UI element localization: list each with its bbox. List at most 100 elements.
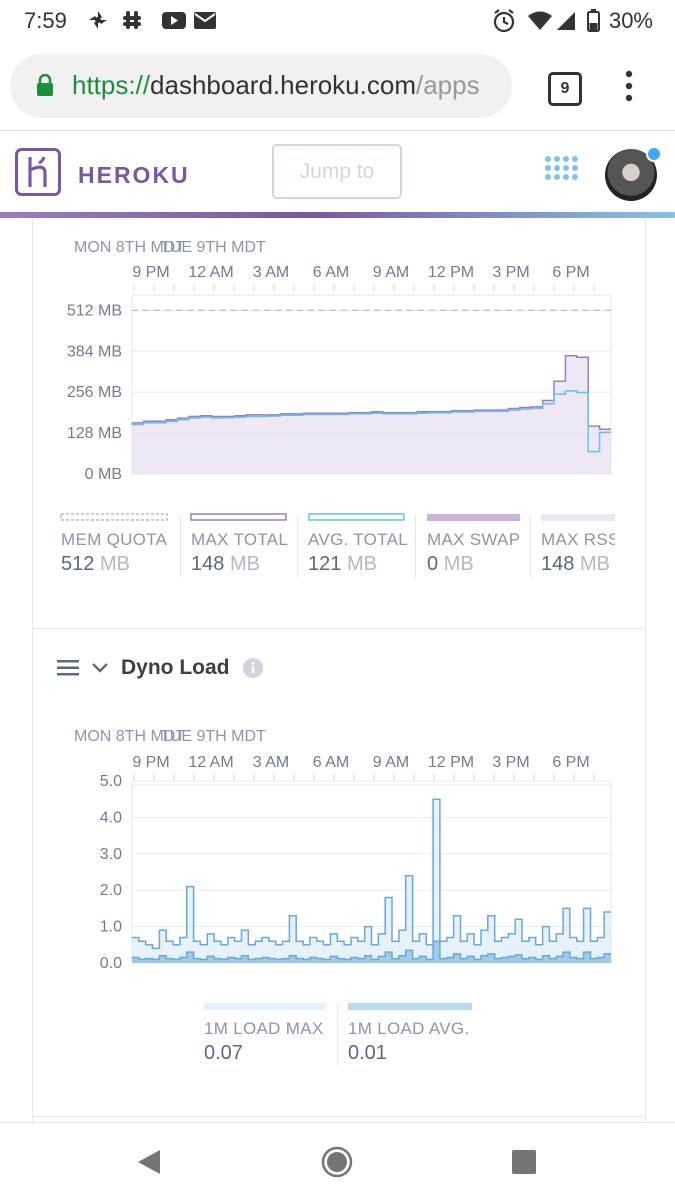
back-icon[interactable] — [136, 1148, 162, 1176]
x-tick-label: 9 AM — [373, 264, 409, 281]
x-tick-label: 9 AM — [373, 754, 409, 771]
overflow-menu-icon[interactable] — [622, 70, 636, 102]
home-icon[interactable] — [321, 1146, 353, 1178]
y-tick-label: 0 MB — [85, 466, 122, 483]
legend-value-max-rss: 148 MB — [541, 553, 610, 575]
legend-label-load-max: 1M LOAD MAX — [204, 1019, 324, 1038]
x-tick-label: 6 PM — [552, 264, 589, 281]
x-tick-label: 6 AM — [313, 264, 349, 281]
lock-icon — [37, 74, 53, 96]
battery-icon — [587, 9, 600, 32]
chrome-divider — [0, 130, 675, 131]
swatch-avg-total — [308, 513, 405, 521]
notification-icons — [89, 11, 216, 29]
legend-label-max-rss: MAX RSS — [541, 530, 615, 549]
section-divider — [32, 1116, 644, 1117]
x-tick-label: 3 PM — [492, 754, 529, 771]
battery-percent: 30% — [608, 8, 653, 33]
y-tick-label: 1.0 — [100, 919, 122, 936]
y-tick-label: 128 MB — [67, 425, 122, 442]
info-icon[interactable] — [242, 657, 264, 679]
x-tick-label: 12 AM — [188, 264, 233, 281]
x-tick-label: 9 PM — [132, 264, 169, 281]
chevron-down-icon[interactable] — [91, 662, 109, 674]
y-tick-label: 384 MB — [67, 343, 122, 360]
metrics-card — [32, 218, 646, 1128]
slack-icon — [123, 11, 141, 29]
memory-legend-swatches — [60, 513, 615, 521]
status-bar: 7:59 30% — [0, 0, 675, 40]
section-divider — [32, 628, 644, 629]
apps-grid-icon[interactable] — [544, 155, 578, 189]
y-tick-label: 5.0 — [100, 773, 122, 790]
legend-value-max-swap: 0 MB — [427, 553, 474, 575]
system-icons — [493, 9, 600, 33]
legend-label-max-swap: MAX SWAP — [427, 530, 521, 549]
swatch-load-avg — [348, 1003, 472, 1010]
legend-separator — [337, 1004, 338, 1066]
mail-icon — [194, 12, 216, 29]
legend-value-mem-quota: 512 MB — [61, 553, 130, 575]
recents-icon[interactable] — [511, 1149, 537, 1175]
series-line-avg-total — [131, 390, 611, 453]
y-tick-label: 512 MB — [67, 302, 122, 319]
legend-label-load-avg: 1M LOAD AVG. — [348, 1019, 470, 1038]
tab-switcher-button[interactable]: 9 — [548, 72, 582, 106]
series-line-max-total — [131, 354, 611, 431]
alarm-icon — [493, 9, 515, 33]
status-time: 7:59 — [24, 8, 67, 33]
x-tick-label: 6 PM — [552, 754, 589, 771]
swatch-max-total — [190, 513, 287, 521]
swatch-load-max — [204, 1003, 326, 1010]
x-tick-label: 9 PM — [132, 754, 169, 771]
y-tick-label: 2.0 — [100, 882, 122, 899]
swatch-max-swap — [427, 514, 520, 521]
load-date-label-2: TUE 9TH MDT — [160, 728, 266, 745]
load-legend-swatches — [204, 1003, 472, 1010]
address-bar[interactable]: https://dashboard.heroku.com/apps — [10, 54, 512, 118]
wifi-icon — [528, 11, 552, 30]
legend-label-max-total: MAX TOTAL — [191, 530, 289, 549]
jump-to-input[interactable]: Jump to — [272, 144, 402, 199]
legend-separator — [297, 516, 298, 578]
legend-value-load-max: 0.07 — [204, 1042, 243, 1064]
notification-dot — [646, 146, 662, 162]
y-tick-label: 256 MB — [67, 384, 122, 401]
url-text: https://dashboard.heroku.com/apps — [72, 70, 504, 101]
heroku-logo-icon[interactable] — [15, 148, 61, 196]
memory-date-label-1: MON 8TH MDT — [74, 239, 186, 256]
heroku-header: HEROKU Jump to — [0, 131, 675, 213]
pinwheel-icon — [89, 11, 107, 29]
android-nav-bar — [0, 1122, 675, 1201]
url-path: /apps — [416, 70, 480, 100]
legend-value-avg-total: 121 MB — [308, 553, 377, 575]
y-tick-label: 0.0 — [100, 955, 122, 972]
x-tick-label: 6 AM — [313, 754, 349, 771]
swatch-max-rss — [541, 514, 615, 521]
header-gradient-bar — [0, 212, 675, 218]
youtube-icon — [162, 12, 186, 29]
x-tick-label: 12 PM — [428, 264, 474, 281]
brand-name[interactable]: HEROKU — [78, 162, 190, 188]
memory-chart[interactable]: 9 PM 12 AM 3 AM 6 AM 9 AM 12 PM 3 PM 6 PM 0 MB 12… — [0, 255, 675, 485]
url-scheme: https:// — [72, 70, 151, 100]
dyno-load-chart[interactable]: 9 PM 12 AM 3 AM 6 AM 9 AM 12 PM 3 PM 6 PM 0.0 1.0… — [0, 745, 675, 975]
x-tick-label: 12 AM — [188, 754, 233, 771]
series-line-1m-load-avg- — [131, 940, 611, 961]
y-tick-label: 3.0 — [100, 846, 122, 863]
load-date-label-1: MON 8TH MDT — [74, 728, 186, 745]
swatch-mem-quota — [60, 513, 168, 521]
signal-icon — [557, 12, 575, 30]
series-area-1m-load-avg- — [132, 941, 611, 963]
hamburger-menu-icon[interactable] — [57, 660, 79, 676]
legend-value-max-total: 148 MB — [191, 553, 260, 575]
legend-label-avg-total: AVG. TOTAL — [308, 530, 408, 549]
legend-label-mem-quota: MEM QUOTA — [61, 530, 168, 549]
legend-separator — [530, 516, 531, 578]
x-tick-label: 12 PM — [428, 754, 474, 771]
memory-date-label-2: TUE 9TH MDT — [160, 239, 266, 256]
y-tick-label: 4.0 — [100, 809, 122, 826]
legend-separator — [415, 516, 416, 578]
legend-value-load-avg: 0.01 — [348, 1042, 387, 1064]
series-line-1m-load-max — [131, 798, 611, 950]
